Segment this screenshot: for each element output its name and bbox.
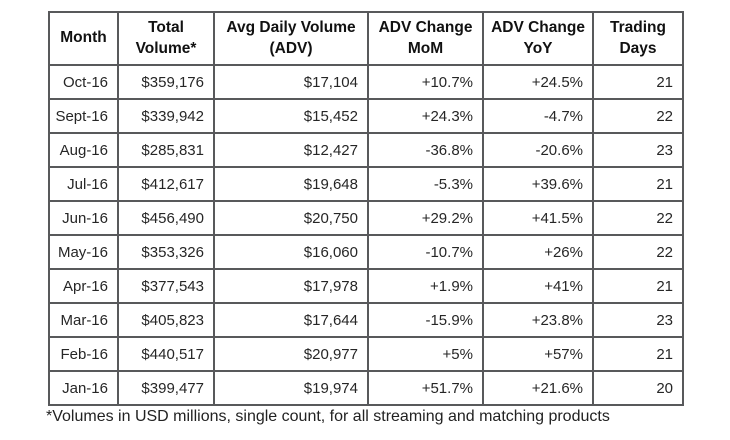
table-row: Apr-16 $377,543 $17,978 +1.9% +41% 21: [48, 268, 684, 304]
column-header-avg-daily-volume: Avg Daily Volume (ADV): [213, 11, 369, 66]
cell-adv-change-yoy: +26%: [482, 234, 594, 270]
cell-avg-daily-volume: $15,452: [213, 98, 369, 134]
cell-avg-daily-volume: $17,644: [213, 302, 369, 338]
cell-adv-change-mom: +24.3%: [367, 98, 484, 134]
cell-adv-change-yoy: +24.5%: [482, 64, 594, 100]
cell-adv-change-yoy: +57%: [482, 336, 594, 372]
cell-adv-change-mom: -36.8%: [367, 132, 484, 168]
cell-adv-change-yoy: +39.6%: [482, 166, 594, 202]
cell-avg-daily-volume: $20,750: [213, 200, 369, 236]
cell-month: Mar-16: [48, 302, 119, 338]
table-footnote: *Volumes in USD millions, single count, …: [46, 408, 610, 425]
cell-avg-daily-volume: $19,648: [213, 166, 369, 202]
cell-avg-daily-volume: $17,978: [213, 268, 369, 304]
cell-avg-daily-volume: $19,974: [213, 370, 369, 406]
cell-month: Jun-16: [48, 200, 119, 236]
cell-total-volume: $377,543: [117, 268, 215, 304]
cell-adv-change-yoy: +21.6%: [482, 370, 594, 406]
cell-total-volume: $285,831: [117, 132, 215, 168]
cell-month: Jan-16: [48, 370, 119, 406]
column-header-adv-change-mom: ADV Change MoM: [367, 11, 484, 66]
cell-trading-days: 21: [592, 336, 684, 372]
cell-trading-days: 21: [592, 64, 684, 100]
cell-adv-change-mom: -15.9%: [367, 302, 484, 338]
table-row: May-16 $353,326 $16,060 -10.7% +26% 22: [48, 234, 684, 270]
cell-trading-days: 23: [592, 132, 684, 168]
cell-adv-change-yoy: -4.7%: [482, 98, 594, 134]
cell-total-volume: $359,176: [117, 64, 215, 100]
cell-total-volume: $399,477: [117, 370, 215, 406]
cell-total-volume: $412,617: [117, 166, 215, 202]
cell-month: Apr-16: [48, 268, 119, 304]
cell-adv-change-mom: +51.7%: [367, 370, 484, 406]
cell-adv-change-yoy: +41.5%: [482, 200, 594, 236]
cell-total-volume: $405,823: [117, 302, 215, 338]
cell-month: May-16: [48, 234, 119, 270]
table-body: Oct-16 $359,176 $17,104 +10.7% +24.5% 21 Sept-…: [48, 64, 684, 406]
cell-avg-daily-volume: $20,977: [213, 336, 369, 372]
cell-adv-change-yoy: -20.6%: [482, 132, 594, 168]
cell-adv-change-yoy: +23.8%: [482, 302, 594, 338]
table-row: Jul-16 $412,617 $19,648 -5.3% +39.6% 21: [48, 166, 684, 202]
cell-month: Jul-16: [48, 166, 119, 202]
table-row: Oct-16 $359,176 $17,104 +10.7% +24.5% 21: [48, 64, 684, 100]
cell-trading-days: 21: [592, 166, 684, 202]
cell-total-volume: $339,942: [117, 98, 215, 134]
cell-month: Aug-16: [48, 132, 119, 168]
cell-avg-daily-volume: $16,060: [213, 234, 369, 270]
cell-total-volume: $440,517: [117, 336, 215, 372]
cell-trading-days: 20: [592, 370, 684, 406]
table-row: Sept-16 $339,942 $15,452 +24.3% -4.7% 22: [48, 98, 684, 134]
table-row: Jan-16 $399,477 $19,974 +51.7% +21.6% 20: [48, 370, 684, 406]
column-header-adv-change-yoy: ADV Change YoY: [482, 11, 594, 66]
cell-avg-daily-volume: $17,104: [213, 64, 369, 100]
cell-adv-change-mom: -5.3%: [367, 166, 484, 202]
cell-adv-change-mom: +1.9%: [367, 268, 484, 304]
table-header-row: Month Total Volume* Avg Daily Volume (ADV)…: [48, 11, 684, 66]
cell-adv-change-yoy: +41%: [482, 268, 594, 304]
table-row: Mar-16 $405,823 $17,644 -15.9% +23.8% 23: [48, 302, 684, 338]
cell-trading-days: 22: [592, 200, 684, 236]
table-row: Jun-16 $456,490 $20,750 +29.2% +41.5% 22: [48, 200, 684, 236]
table-row: Aug-16 $285,831 $12,427 -36.8% -20.6% 23: [48, 132, 684, 168]
column-header-month: Month: [48, 11, 119, 66]
cell-month: Feb-16: [48, 336, 119, 372]
cell-month: Sept-16: [48, 98, 119, 134]
cell-total-volume: $353,326: [117, 234, 215, 270]
cell-adv-change-mom: +5%: [367, 336, 484, 372]
table-header: Month Total Volume* Avg Daily Volume (ADV)…: [48, 11, 684, 66]
cell-adv-change-mom: -10.7%: [367, 234, 484, 270]
cell-trading-days: 22: [592, 98, 684, 134]
cell-adv-change-mom: +29.2%: [367, 200, 484, 236]
table-row: Feb-16 $440,517 $20,977 +5% +57% 21: [48, 336, 684, 372]
column-header-total-volume: Total Volume*: [117, 11, 215, 66]
cell-adv-change-mom: +10.7%: [367, 64, 484, 100]
cell-total-volume: $456,490: [117, 200, 215, 236]
cell-trading-days: 21: [592, 268, 684, 304]
cell-month: Oct-16: [48, 64, 119, 100]
cell-trading-days: 22: [592, 234, 684, 270]
cell-avg-daily-volume: $12,427: [213, 132, 369, 168]
monthly-volume-table: Month Total Volume* Avg Daily Volume (ADV)…: [48, 11, 684, 406]
cell-trading-days: 23: [592, 302, 684, 338]
column-header-trading-days: Trading Days: [592, 11, 684, 66]
